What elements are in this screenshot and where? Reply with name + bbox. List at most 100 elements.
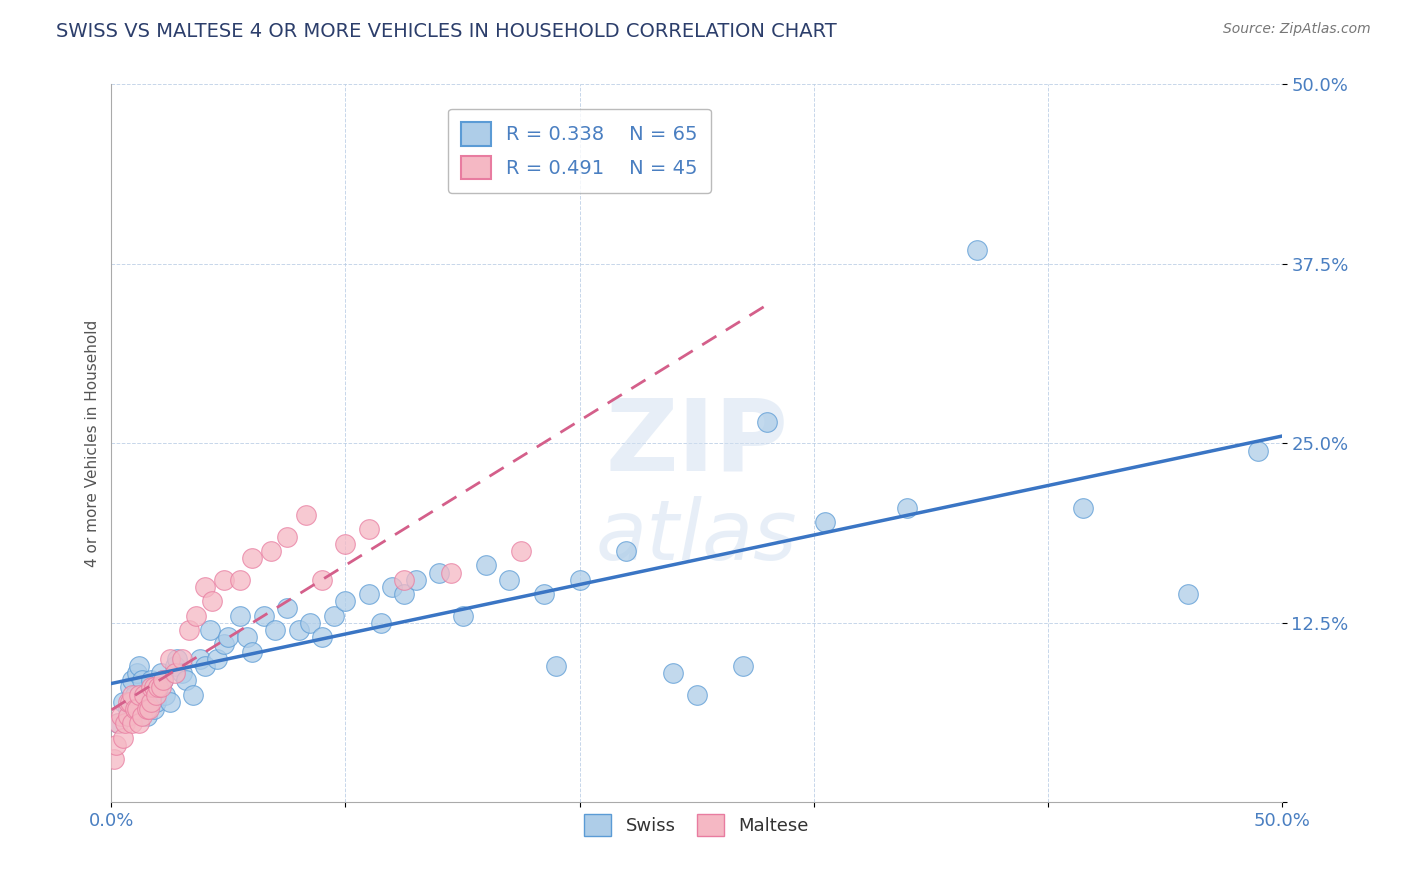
Point <box>236 630 259 644</box>
Point <box>112 695 135 709</box>
Point <box>121 688 143 702</box>
Point <box>294 508 316 523</box>
Point <box>149 681 172 695</box>
Point <box>217 630 239 644</box>
Point <box>381 580 404 594</box>
Point <box>357 587 380 601</box>
Point <box>135 709 157 723</box>
Point <box>117 695 139 709</box>
Point <box>546 659 568 673</box>
Point <box>475 558 498 573</box>
Point <box>194 659 217 673</box>
Point <box>322 608 344 623</box>
Point <box>103 752 125 766</box>
Point <box>121 716 143 731</box>
Point <box>121 673 143 688</box>
Point <box>141 681 163 695</box>
Point <box>685 688 707 702</box>
Point <box>392 573 415 587</box>
Point <box>131 709 153 723</box>
Point <box>163 666 186 681</box>
Point <box>299 615 322 630</box>
Point <box>145 688 167 702</box>
Point <box>201 594 224 608</box>
Text: ZIP: ZIP <box>605 395 787 491</box>
Point <box>120 695 142 709</box>
Point <box>335 594 357 608</box>
Point <box>1247 443 1270 458</box>
Point <box>335 537 357 551</box>
Point <box>405 573 427 587</box>
Point <box>311 573 333 587</box>
Point <box>155 688 177 702</box>
Point <box>427 566 450 580</box>
Point <box>440 566 463 580</box>
Point <box>152 673 174 688</box>
Point <box>149 666 172 681</box>
Point <box>662 666 685 681</box>
Point <box>510 544 533 558</box>
Point <box>966 243 988 257</box>
Point <box>568 573 591 587</box>
Point <box>152 673 174 688</box>
Point <box>117 702 139 716</box>
Point <box>145 695 167 709</box>
Point <box>166 651 188 665</box>
Text: Source: ZipAtlas.com: Source: ZipAtlas.com <box>1223 22 1371 37</box>
Point <box>259 544 281 558</box>
Point <box>184 608 207 623</box>
Point <box>114 716 136 731</box>
Point <box>198 623 221 637</box>
Point <box>138 702 160 716</box>
Point <box>533 587 555 601</box>
Point <box>127 702 149 716</box>
Point <box>287 623 309 637</box>
Point <box>814 516 837 530</box>
Point <box>357 523 380 537</box>
Text: atlas: atlas <box>596 496 797 577</box>
Point <box>229 573 252 587</box>
Point <box>138 688 160 702</box>
Point <box>127 666 149 681</box>
Point <box>170 666 193 681</box>
Point <box>128 659 150 673</box>
Point <box>134 695 156 709</box>
Point <box>188 651 211 665</box>
Point <box>896 500 918 515</box>
Point <box>128 688 150 702</box>
Point <box>311 630 333 644</box>
Point <box>177 623 200 637</box>
Point <box>148 681 170 695</box>
Point <box>212 637 235 651</box>
Point <box>142 681 165 695</box>
Point <box>229 608 252 623</box>
Point <box>148 681 170 695</box>
Point <box>120 681 142 695</box>
Point <box>124 688 146 702</box>
Point <box>755 415 778 429</box>
Point <box>252 608 274 623</box>
Point <box>135 702 157 716</box>
Point <box>107 716 129 731</box>
Point <box>205 651 228 665</box>
Point <box>142 702 165 716</box>
Point <box>392 587 415 601</box>
Point <box>128 716 150 731</box>
Y-axis label: 4 or more Vehicles in Household: 4 or more Vehicles in Household <box>86 319 100 567</box>
Point <box>276 530 298 544</box>
Point <box>498 573 520 587</box>
Point <box>614 544 637 558</box>
Point <box>117 709 139 723</box>
Point <box>141 695 163 709</box>
Text: SWISS VS MALTESE 4 OR MORE VEHICLES IN HOUSEHOLD CORRELATION CHART: SWISS VS MALTESE 4 OR MORE VEHICLES IN H… <box>56 22 837 41</box>
Point <box>110 709 132 723</box>
Point <box>159 651 181 665</box>
Point <box>183 688 205 702</box>
Point <box>194 580 217 594</box>
Point <box>134 688 156 702</box>
Point <box>276 601 298 615</box>
Point <box>159 695 181 709</box>
Point <box>1071 500 1094 515</box>
Point <box>107 716 129 731</box>
Point <box>141 673 163 688</box>
